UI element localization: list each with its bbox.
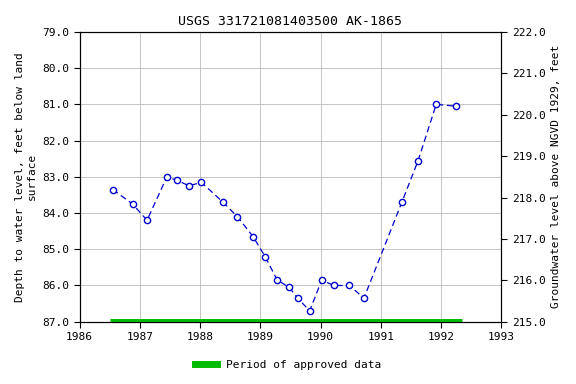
Legend: Period of approved data: Period of approved data	[191, 356, 385, 375]
Y-axis label: Depth to water level, feet below land
surface: Depth to water level, feet below land su…	[15, 52, 37, 302]
Title: USGS 331721081403500 AK-1865: USGS 331721081403500 AK-1865	[179, 15, 403, 28]
Y-axis label: Groundwater level above NGVD 1929, feet: Groundwater level above NGVD 1929, feet	[551, 45, 561, 308]
